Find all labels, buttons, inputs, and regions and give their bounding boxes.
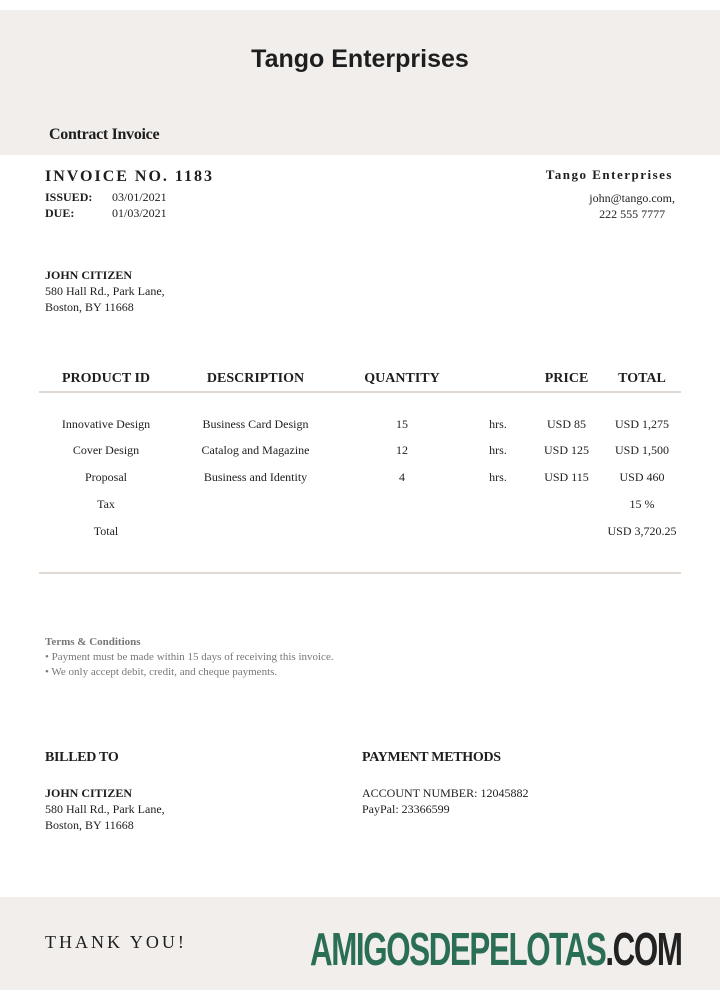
table-cell: USD 1,500 [614, 443, 669, 457]
terms-conditions: Terms & Conditions • Payment must be mad… [45, 635, 334, 680]
billed-to-line1: 580 Hall Rd., Park Lane, [45, 802, 165, 816]
footer-band [0, 897, 720, 990]
billed-to-title: BILLED TO [45, 750, 119, 765]
seller-phone: 222 555 7777 [599, 207, 666, 221]
client-line2: Boston, BY 11668 [45, 300, 134, 314]
table-cell [173, 491, 338, 518]
account-number: ACCOUNT NUMBER: 12045882 [362, 786, 529, 800]
issued-date: 03/01/2021 [112, 190, 167, 204]
client-address: JOHN CITIZEN 580 Hall Rd., Park Lane, Bo… [45, 267, 165, 315]
table-cell: Cover Design [72, 443, 140, 457]
seller-name: Tango Enterprises [545, 167, 673, 182]
watermark-suffix: .COM [605, 923, 683, 975]
column-header: PRICE [544, 370, 589, 386]
table-cell: Catalog and Magazine [201, 443, 310, 457]
header-band [0, 10, 720, 155]
company-title: Tango Enterprises [251, 45, 469, 73]
table-cell: USD 3,720.25 [607, 523, 677, 538]
table-cell: 15 [396, 416, 408, 431]
table-cell [173, 518, 338, 573]
column-header: DESCRIPTION [206, 370, 305, 386]
paypal-id: PayPal: 23366599 [362, 802, 450, 816]
billed-to-address: JOHN CITIZEN 580 Hall Rd., Park Lane, Bo… [45, 785, 165, 833]
table-cell: USD 460 [619, 470, 665, 484]
table-cell [530, 491, 603, 518]
table-cell: Proposal [85, 470, 127, 484]
payment-methods-title: PAYMENT METHODS [362, 750, 501, 765]
table-cell: USD 85 [546, 416, 586, 431]
table-cell: Innovative Design [61, 416, 151, 431]
column-header [466, 366, 530, 392]
table-row: Proposal Business and Identity 4 hrs. USD 11… [39, 464, 681, 491]
line-items-table: PRODUCT ID DESCRIPTION QUANTITY PRICE TOTAL … [39, 366, 681, 574]
table-cell: USD 115 [544, 470, 589, 484]
watermark-text: AMIGOSDEPELOTAS [310, 923, 607, 975]
table-row: Total USD 3,720.25 [39, 518, 681, 573]
table-cell [338, 518, 466, 573]
table-cell: USD 125 [543, 443, 589, 457]
thank-you: THANK YOU! [45, 932, 187, 952]
seller-contact: john@tango.com, 222 555 7777 [589, 190, 675, 222]
column-header: QUANTITY [364, 370, 440, 386]
billed-to-name: JOHN CITIZEN [45, 786, 133, 800]
client-line1: 580 Hall Rd., Park Lane, [45, 284, 165, 298]
table-cell: Business and Identity [203, 470, 308, 484]
terms-title: Terms & Conditions [45, 636, 141, 648]
table-cell: 12 [396, 443, 408, 457]
table-cell: hrs. [489, 443, 507, 457]
table-cell: Tax [97, 497, 115, 511]
table-cell: 4 [399, 470, 405, 484]
column-header: PRODUCT ID [61, 370, 151, 386]
watermark-logo: AMIGOSDEPELOTAS.COM [310, 922, 683, 976]
table-cell: Total [93, 523, 119, 538]
payment-methods: ACCOUNT NUMBER: 12045882 PayPal: 2336659… [362, 785, 528, 817]
billed-to-line2: Boston, BY 11668 [45, 818, 134, 832]
due-label: DUE: [45, 206, 75, 220]
terms-item: • Payment must be made within 15 days of… [45, 651, 334, 663]
table-cell: hrs. [489, 470, 507, 484]
table-row: Innovative Design Business Card Design 15 h… [39, 392, 681, 437]
table-header: PRODUCT ID DESCRIPTION QUANTITY PRICE TOTAL [39, 366, 681, 392]
table-cell: USD 1,275 [614, 416, 669, 431]
table-cell [530, 518, 603, 573]
table-cell: Business Card Design [202, 416, 309, 431]
table-row: Tax 15 % [39, 491, 681, 518]
client-name: JOHN CITIZEN [45, 268, 133, 282]
table-cell [466, 518, 530, 573]
table-cell [338, 491, 466, 518]
table-cell: hrs. [489, 416, 507, 431]
due-date: 01/03/2021 [112, 206, 167, 220]
table-cell: 15 % [629, 497, 655, 511]
invoice-number: INVOICE NO. 1183 [45, 168, 215, 185]
seller-email: john@tango.com, [589, 191, 675, 205]
terms-item: • We only accept debit, credit, and cheq… [45, 666, 278, 678]
table-cell [466, 491, 530, 518]
table-row: Cover Design Catalog and Magazine 12 hrs. US… [39, 437, 681, 464]
issued-label: ISSUED: [45, 190, 93, 204]
document-type: Contract Invoice [49, 126, 160, 143]
column-header: TOTAL [618, 370, 666, 386]
